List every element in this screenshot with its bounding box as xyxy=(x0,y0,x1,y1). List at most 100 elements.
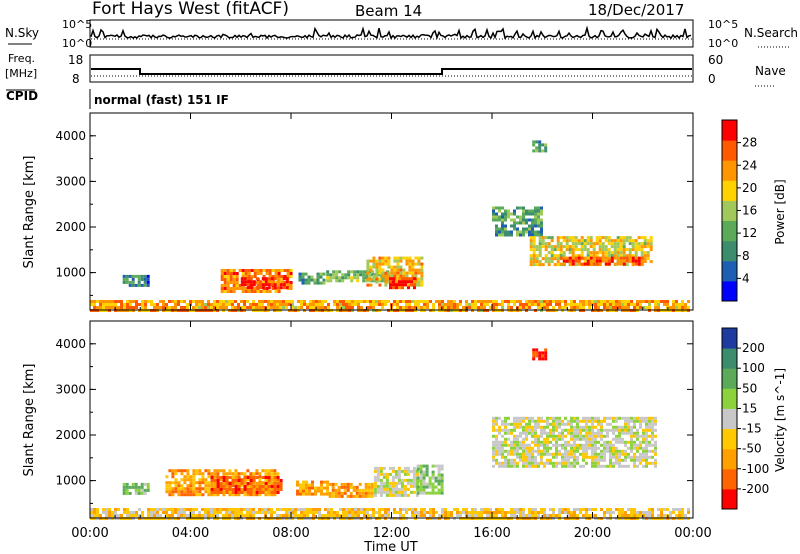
heatmap-cell xyxy=(528,227,531,231)
heatmap-cell xyxy=(519,416,522,420)
heatmap-cell xyxy=(591,452,594,456)
heatmap-cell xyxy=(409,478,413,482)
heatmap-cell xyxy=(643,257,647,261)
heatmap-cell xyxy=(627,416,630,420)
heatmap-cell xyxy=(192,478,196,482)
heatmap-cell xyxy=(147,508,150,511)
heatmap-cell xyxy=(606,443,609,447)
heatmap-cell xyxy=(93,303,96,306)
heatmap-cell xyxy=(225,508,228,511)
heatmap-cell xyxy=(336,511,339,514)
heatmap-cell xyxy=(528,464,531,468)
heatmap-cell xyxy=(273,303,276,306)
heatmap-cell xyxy=(504,416,507,420)
heatmap-cell xyxy=(609,306,612,309)
heatmap-cell xyxy=(531,514,534,517)
heatmap-cell xyxy=(595,254,599,258)
heatmap-cell xyxy=(649,242,653,246)
heatmap-cell xyxy=(564,464,567,468)
heatmap-cell xyxy=(529,239,533,243)
heatmap-cell xyxy=(198,493,202,497)
heatmap-cell xyxy=(573,428,576,432)
heatmap-cell xyxy=(143,274,147,278)
heatmap-cell xyxy=(332,276,336,280)
heatmap-cell xyxy=(594,419,597,423)
heatmap-cell xyxy=(570,428,573,432)
heatmap-cell xyxy=(625,239,629,243)
heatmap-cell xyxy=(407,286,410,290)
heatmap-cell xyxy=(183,300,186,303)
heatmap-cell xyxy=(507,431,510,435)
heatmap-cell xyxy=(117,508,120,511)
heatmap-cell xyxy=(453,303,456,306)
heatmap-cell xyxy=(519,300,522,303)
heatmap-cell xyxy=(146,482,150,486)
heatmap-cell xyxy=(507,212,510,216)
heatmap-cell xyxy=(555,452,558,456)
heatmap-cell xyxy=(639,434,642,438)
heatmap-cell xyxy=(357,514,360,517)
heatmap-cell xyxy=(180,487,184,491)
heatmap-cell xyxy=(258,493,262,497)
heatmap-cell xyxy=(416,467,420,471)
heatmap-cell xyxy=(531,425,534,429)
heatmap-cell xyxy=(392,280,395,284)
heatmap-cell xyxy=(627,428,630,432)
heatmap-cell xyxy=(627,300,630,303)
heatmap-cell xyxy=(231,472,235,476)
heatmap-cell xyxy=(183,514,186,517)
heatmap-cell xyxy=(258,482,262,485)
heatmap-cell xyxy=(134,283,138,287)
heatmap-cell xyxy=(550,257,554,261)
heatmap-cell xyxy=(268,272,272,275)
heatmap-cell xyxy=(504,455,507,459)
heatmap-cell xyxy=(405,306,408,309)
heatmap-cell xyxy=(256,284,260,287)
heatmap-cell xyxy=(462,306,465,309)
heatmap-cell xyxy=(198,484,202,488)
x-tick-label: 04:00 xyxy=(172,526,209,541)
heatmap-cell xyxy=(613,239,617,243)
heatmap-cell xyxy=(486,300,489,303)
heatmap-cell xyxy=(406,472,410,476)
heatmap-cell xyxy=(603,452,606,456)
heatmap-cell xyxy=(312,511,315,514)
heatmap-cell xyxy=(265,269,269,272)
heatmap-cell xyxy=(231,300,234,303)
heatmap-cell xyxy=(591,300,594,303)
heatmap-cell xyxy=(234,306,237,309)
heatmap-cell xyxy=(320,492,323,496)
heatmap-cell xyxy=(585,508,588,511)
heatmap-cell xyxy=(420,306,423,309)
heatmap-cell xyxy=(681,511,684,514)
heatmap-cell xyxy=(555,422,558,426)
heatmap-cell xyxy=(598,262,602,266)
heatmap-cell xyxy=(606,464,609,468)
heatmap-cell xyxy=(538,143,542,147)
heatmap-cell xyxy=(168,487,172,491)
heatmap-cell xyxy=(299,483,302,487)
heatmap-cell xyxy=(528,452,531,456)
heatmap-cell xyxy=(642,458,645,462)
heatmap-cell xyxy=(434,464,438,468)
heatmap-cell xyxy=(561,508,564,511)
heatmap-cell xyxy=(177,490,181,494)
heatmap-cell xyxy=(252,306,255,309)
heatmap-cell xyxy=(223,284,227,287)
heatmap-cell xyxy=(303,511,306,514)
heatmap-cell xyxy=(420,514,423,517)
heatmap-cell xyxy=(552,455,555,459)
heatmap-cell xyxy=(528,443,531,447)
heatmap-cell xyxy=(612,428,615,432)
heatmap-cell xyxy=(210,511,213,514)
heatmap-cell xyxy=(471,303,474,306)
colorbar-tick-label: -200 xyxy=(742,482,769,496)
heatmap-cell xyxy=(429,508,432,511)
heatmap-cell xyxy=(234,508,237,511)
heatmap-cell xyxy=(609,416,612,420)
heatmap-cell xyxy=(388,466,392,470)
heatmap-cell xyxy=(399,259,403,263)
heatmap-cell xyxy=(411,259,415,263)
heatmap-cell xyxy=(226,284,230,287)
heatmap-cell xyxy=(516,215,519,219)
